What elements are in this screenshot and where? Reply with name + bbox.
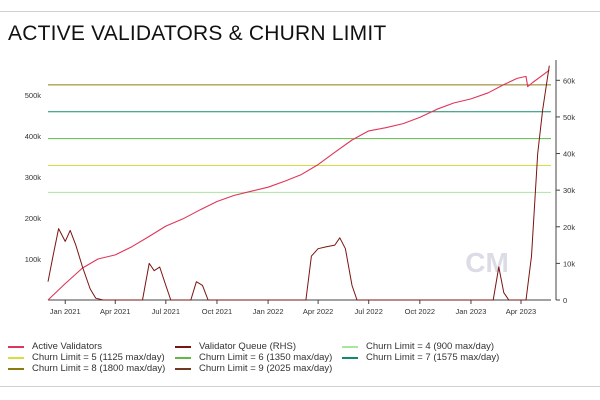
legend-item: Churn Limit = 6 (1350 max/day) bbox=[175, 352, 332, 363]
y-left-tick-label: 300k bbox=[25, 173, 42, 182]
legend-item: Churn Limit = 4 (900 max/day) bbox=[342, 341, 494, 352]
legend-item: Active Validators bbox=[8, 341, 102, 352]
x-tick-label: Jul 2022 bbox=[355, 307, 383, 316]
legend-label: Churn Limit = 5 (1125 max/day) bbox=[32, 352, 165, 363]
legend-label: Churn Limit = 9 (2025 max/day) bbox=[199, 363, 333, 374]
y-left-tick-label: 400k bbox=[25, 132, 42, 141]
legend-swatch bbox=[8, 356, 24, 359]
legend-label: Validator Queue (RHS) bbox=[199, 341, 296, 352]
legend-label: Churn Limit = 4 (900 max/day) bbox=[366, 341, 495, 352]
legend-swatch bbox=[342, 356, 358, 359]
legend-label: Churn Limit = 7 (1575 max/day) bbox=[366, 352, 500, 363]
y-right-tick-label: 40k bbox=[563, 150, 575, 159]
legend-label: Churn Limit = 8 (1800 max/day) bbox=[32, 363, 166, 374]
y-right-tick-label: 50k bbox=[563, 113, 575, 122]
x-tick-label: Apr 2021 bbox=[100, 307, 130, 316]
watermark: CM bbox=[465, 247, 509, 278]
y-axis-left: 100k 200k 300k 400k 500k bbox=[25, 91, 42, 264]
x-tick-label: Oct 2021 bbox=[202, 307, 232, 316]
y-right-tick-label: 30k bbox=[563, 186, 575, 195]
y-right-tick-label: 10k bbox=[563, 259, 575, 268]
legend-item: Churn Limit = 8 (1800 max/day) bbox=[8, 363, 165, 374]
legend-swatch bbox=[8, 367, 24, 370]
legend-label: Churn Limit = 6 (1350 max/day) bbox=[199, 352, 333, 363]
active-validators-line bbox=[47, 69, 550, 301]
legend-swatch bbox=[342, 345, 358, 348]
legend-swatch bbox=[175, 367, 191, 370]
y-axis-right: 0 10k 20k 30k 40k 50k 60k bbox=[555, 60, 575, 305]
validator-queue-line bbox=[47, 65, 550, 301]
legend-label: Active Validators bbox=[32, 341, 103, 352]
x-tick-label: Apr 2023 bbox=[506, 307, 536, 316]
legend-item: Churn Limit = 7 (1575 max/day) bbox=[342, 352, 499, 363]
legend-swatch bbox=[175, 345, 191, 348]
bottom-border bbox=[0, 386, 600, 387]
y-right-tick-label: 60k bbox=[563, 76, 575, 85]
legend-swatch bbox=[175, 356, 191, 359]
x-tick-label: Jan 2021 bbox=[50, 307, 81, 316]
x-axis: Jan 2021 Apr 2021 Jul 2021 Oct 2021 Jan 2022… bbox=[48, 299, 551, 316]
watermark-logo: CM bbox=[465, 247, 509, 278]
legend-swatch bbox=[8, 345, 24, 348]
series-lines bbox=[47, 65, 550, 301]
x-tick-label: Jan 2022 bbox=[253, 307, 284, 316]
x-tick-label: Jul 2021 bbox=[152, 307, 180, 316]
top-border bbox=[0, 11, 600, 12]
chart-title: ACTIVE VALIDATORS & CHURN LIMIT bbox=[8, 22, 387, 45]
x-tick-label: Oct 2022 bbox=[405, 307, 435, 316]
threshold-lines bbox=[48, 84, 551, 193]
y-left-tick-label: 500k bbox=[25, 91, 42, 100]
legend-item: Churn Limit = 9 (2025 max/day) bbox=[175, 363, 332, 374]
y-left-tick-label: 200k bbox=[25, 214, 42, 223]
y-left-tick-label: 100k bbox=[25, 255, 42, 264]
legend-item: Validator Queue (RHS) bbox=[175, 341, 296, 352]
x-tick-label: Jan 2023 bbox=[456, 307, 487, 316]
x-tick-label: Apr 2022 bbox=[303, 307, 333, 316]
y-right-tick-label: 0 bbox=[563, 296, 567, 305]
y-right-tick-label: 20k bbox=[563, 223, 575, 232]
legend-item: Churn Limit = 5 (1125 max/day) bbox=[8, 352, 165, 363]
